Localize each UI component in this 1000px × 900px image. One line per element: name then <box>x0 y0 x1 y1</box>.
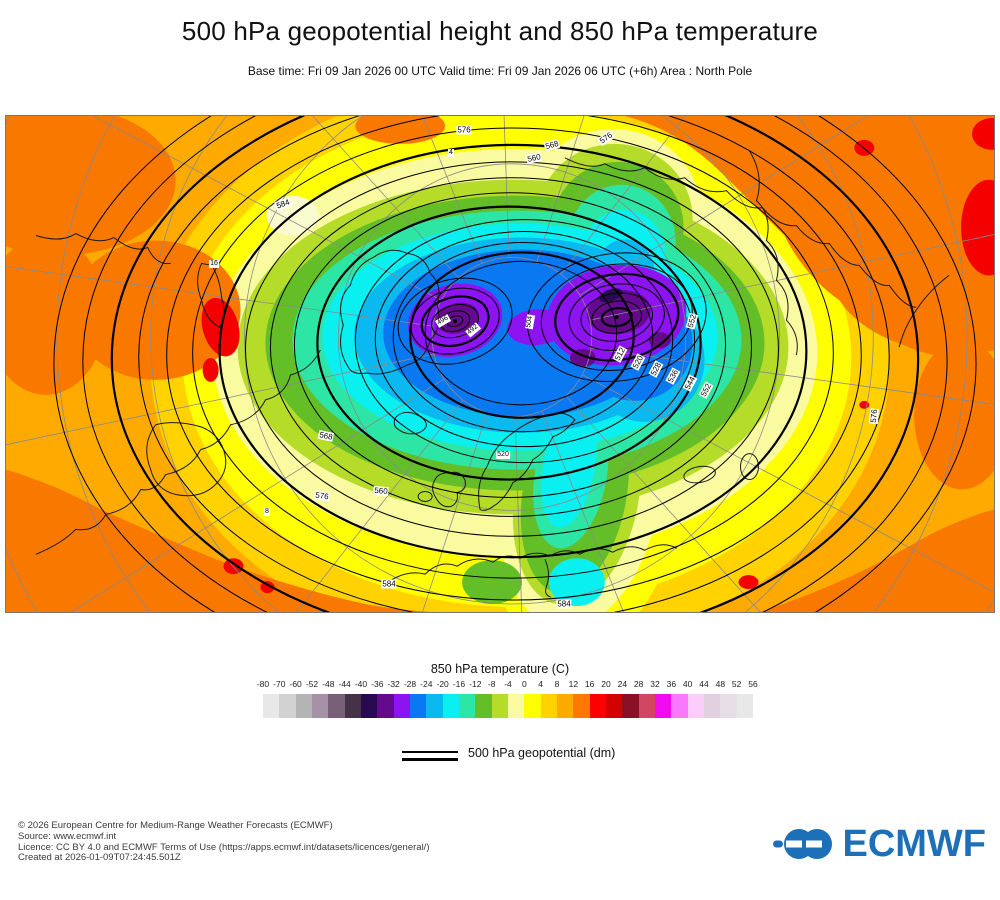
thin-contour-line-sample <box>402 751 458 753</box>
colorbar-tick: 8 <box>554 679 560 689</box>
colorbar-cell <box>638 694 655 718</box>
colorbar-cell <box>736 694 753 718</box>
colorbar-cell <box>328 694 345 718</box>
colorbar-tick: -4 <box>504 679 512 689</box>
geopotential-contours <box>53 116 977 612</box>
colorbar-tick: 44 <box>699 679 709 689</box>
colorbar-cell <box>605 694 623 718</box>
colorbar-tick: -12 <box>469 679 482 689</box>
colorbar-cell <box>263 694 280 718</box>
colorbar-cell <box>671 694 688 718</box>
colorbar-tick: 0 <box>521 679 527 689</box>
colorbar-cell <box>295 694 312 718</box>
footer-created: Created at 2026-01-09T07:24:45.501Z <box>18 852 181 864</box>
colorbar-cell <box>409 694 427 718</box>
colorbar-tick: -40 <box>354 679 368 689</box>
colorbar-cell <box>687 694 704 718</box>
colorbar-cell <box>556 694 574 718</box>
colorbar-ticks: -80 -70 -60 -52 -48 -44 -40 -36 -32 -28 -24 -20 -16-… <box>0 679 1000 691</box>
colorbar-tick: 32 <box>650 679 660 689</box>
colorbar-tick: -20 <box>436 679 449 689</box>
footer-copyright: © 2026 European Centre for Medium-Range … <box>18 820 333 831</box>
colorbar-cell <box>458 694 476 718</box>
colorbar-cell <box>475 694 492 718</box>
colorbar-tick: 36 <box>666 679 677 689</box>
ecmwf-logo-text: ECMWF <box>842 822 986 865</box>
colorbar-cell <box>426 694 443 718</box>
colorbar-tick: 56 <box>748 679 758 689</box>
colorbar-tick: -16 <box>452 679 466 689</box>
colorbar-cell <box>393 694 410 718</box>
page-subtitle: Base time: Fri 09 Jan 2026 00 UTC Valid … <box>247 64 753 78</box>
page-title: 500 hPa geopotential height and 850 hPa … <box>181 16 819 46</box>
colorbar-cell <box>279 694 296 718</box>
colorbar-cell <box>491 694 508 718</box>
colorbar-cell <box>442 694 459 718</box>
colorbar-tick: 24 <box>617 679 628 689</box>
colorbar-tick: -24 <box>420 679 433 689</box>
colorbar-cell <box>524 694 541 718</box>
colorbar-tick: -48 <box>322 679 335 689</box>
colorbar-tick: 28 <box>633 679 644 689</box>
colorbar-tick: 20 <box>601 679 611 689</box>
colorbar-cell <box>540 694 557 718</box>
colorbar-tick: -70 <box>273 679 286 689</box>
weather-map: 584 576 568 560 576 4 16 8 568 576 560 584 520 584 512… <box>5 115 995 613</box>
colorbar-tick: -28 <box>403 679 417 689</box>
colorbar-tick: -52 <box>305 679 319 689</box>
colorbar <box>263 694 753 718</box>
colorbar-tick: 52 <box>731 679 742 689</box>
coastlines <box>35 150 950 598</box>
colorbar-cell <box>573 694 590 718</box>
colorbar-tick: -80 <box>256 679 270 689</box>
colorbar-cell <box>703 694 721 718</box>
colorbar-cell <box>720 694 737 718</box>
colorbar-cell <box>377 694 394 718</box>
colorbar-cell <box>507 694 525 718</box>
colorbar-tick: 12 <box>568 679 579 689</box>
colorbar-tick: 40 <box>682 679 693 689</box>
colorbar-tick: 48 <box>715 679 726 689</box>
colorbar-cell <box>622 694 639 718</box>
colorbar-tick: -32 <box>387 679 400 689</box>
colorbar-cell <box>311 694 329 718</box>
footer-source: Source: www.ecmwf.int <box>18 830 117 842</box>
colorbar-title: 850 hPa temperature (C) <box>430 662 570 676</box>
colorbar-cell <box>654 694 672 718</box>
geopotential-legend: 500 hPa geopotential (dm) <box>400 744 700 770</box>
footer-licence: Licence: CC BY 4.0 and ECMWF Terms of Us… <box>18 841 430 853</box>
colorbar-tick: 16 <box>584 679 595 689</box>
colorbar-tick: 4 <box>538 679 544 689</box>
colorbar-tick: -36 <box>371 679 384 689</box>
thick-contour-line-sample <box>402 758 458 761</box>
footer: © 2026 European Centre for Medium-Range … <box>18 820 430 864</box>
colorbar-tick: -60 <box>289 679 302 689</box>
colorbar-tick: -44 <box>338 679 351 689</box>
ecmwf-logo-icon <box>773 829 833 859</box>
ecmwf-logo: ECMWF <box>771 822 986 866</box>
colorbar-cell <box>344 694 361 718</box>
geopotential-legend-label: 500 hPa geopotential (dm) <box>468 746 616 760</box>
colorbar-cell <box>589 694 606 718</box>
weather-map-canvas <box>6 116 994 612</box>
colorbar-tick: -8 <box>487 679 496 689</box>
colorbar-cell <box>360 694 378 718</box>
